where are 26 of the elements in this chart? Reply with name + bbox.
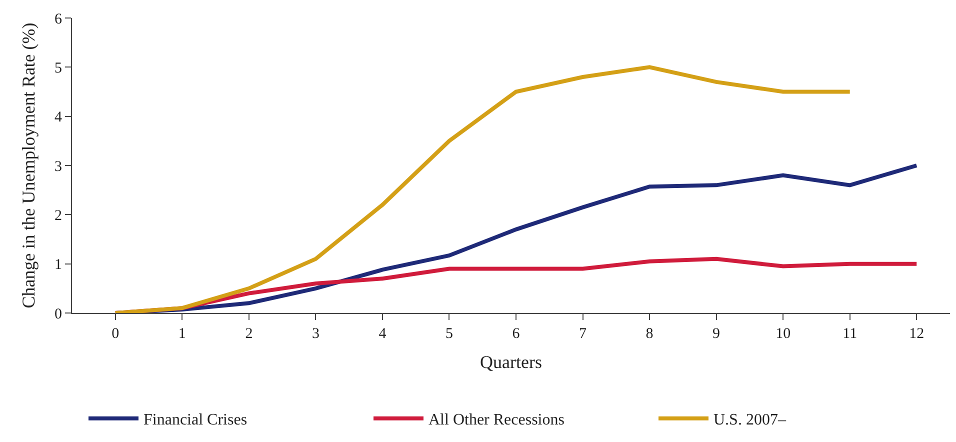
y-tick-label: 2 — [54, 208, 62, 224]
x-tick-label: 0 — [112, 326, 120, 342]
x-tick-label: 2 — [245, 326, 253, 342]
x-tick-label: 12 — [909, 326, 924, 342]
y-tick-label: 5 — [54, 60, 62, 76]
legend-label: Financial Crises — [144, 412, 248, 429]
x-tick-label: 10 — [776, 326, 791, 342]
x-tick-label: 7 — [579, 326, 588, 342]
y-tick-label: 0 — [54, 306, 62, 322]
x-tick-label: 11 — [842, 326, 858, 342]
y-tick-label: 3 — [54, 158, 62, 175]
y-axis-title: Change in the Unemployment Rate (%) — [18, 22, 39, 308]
x-tick-label: 3 — [312, 326, 320, 342]
x-tick-label: 9 — [712, 326, 720, 342]
line-series — [113, 65, 852, 313]
x-tick-label: 8 — [646, 326, 654, 342]
legend-label: U.S. 2007– — [714, 412, 787, 429]
y-tick-label: 1 — [54, 257, 62, 274]
y-tick-label: 6 — [54, 11, 62, 28]
y-tick-label: 4 — [54, 110, 62, 126]
legend-label: All Other Recessions — [428, 412, 564, 429]
x-tick-label: 6 — [512, 326, 520, 342]
x-tick-label: 4 — [378, 326, 387, 342]
x-tick-label: 5 — [445, 326, 453, 342]
x-axis-title: Quarters — [480, 352, 542, 372]
x-tick-label: 1 — [178, 326, 186, 342]
